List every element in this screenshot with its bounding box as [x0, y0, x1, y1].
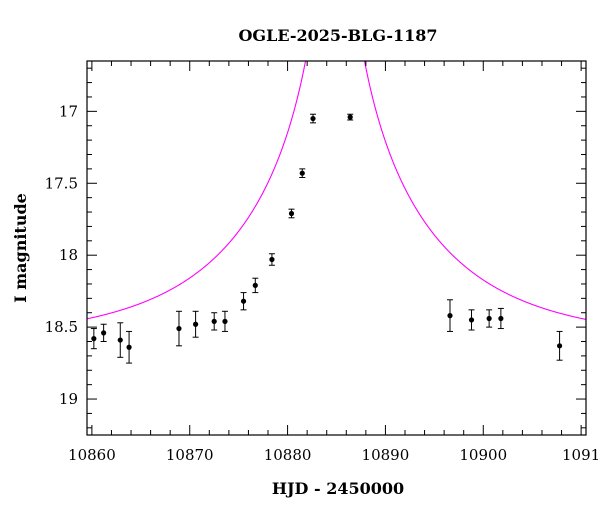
data-point [117, 337, 123, 343]
data-point [211, 318, 217, 324]
y-tick-label: 17 [59, 102, 78, 120]
x-tick-label: 1091 [562, 446, 600, 464]
data-point [447, 313, 453, 319]
data-point [269, 256, 275, 263]
data-point [299, 170, 305, 176]
data-point [222, 318, 228, 324]
data-point [176, 325, 182, 332]
chart-title: OGLE-2025-BLG-1187 [238, 26, 437, 45]
y-tick-label: 18.5 [45, 318, 78, 336]
data-point [91, 336, 97, 342]
data-point [288, 210, 295, 217]
y-axis-label: I magnitude [11, 193, 30, 303]
data-point [498, 315, 504, 322]
model-curve [87, 61, 586, 320]
data-point [556, 343, 563, 349]
data-point [101, 330, 107, 336]
x-tick-label: 10870 [166, 446, 214, 464]
data-points-group [90, 113, 563, 364]
x-tick-label: 10900 [459, 446, 507, 464]
y-tick-label: 19 [59, 390, 78, 408]
data-point [310, 115, 316, 122]
model-curve-group [87, 61, 586, 320]
data-point [486, 315, 492, 322]
y-tick-label: 18 [59, 246, 78, 264]
x-tick-label: 10860 [68, 446, 116, 464]
data-point [347, 114, 353, 120]
axis-ticks-group: 10860 10870 10880 10890 10900 1091 17 17.5 18 18.… [45, 61, 600, 464]
plot-frame [86, 60, 587, 436]
x-axis-label: HJD - 2450000 [272, 479, 404, 498]
data-point [252, 282, 258, 288]
data-point [468, 317, 475, 323]
data-point [240, 298, 247, 304]
x-tick-label: 10880 [264, 446, 312, 464]
data-point [126, 344, 132, 350]
y-tick-label: 17.5 [45, 174, 78, 192]
x-tick-label: 10890 [362, 446, 410, 464]
data-point [193, 321, 199, 327]
